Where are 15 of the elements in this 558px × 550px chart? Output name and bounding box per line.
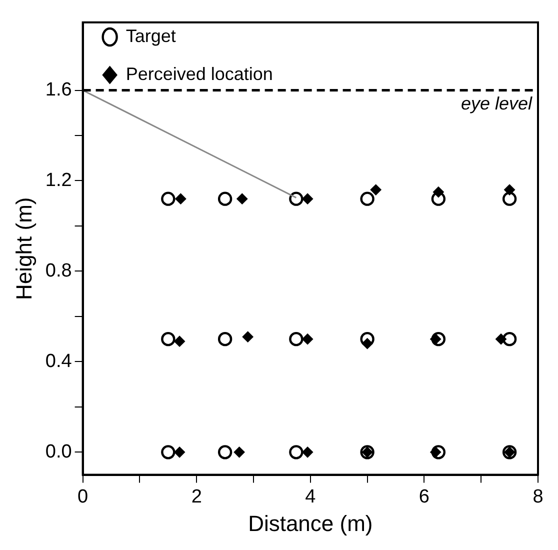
y-axis-title: Height (m)	[11, 197, 36, 300]
y-tick-label: 1.6	[45, 79, 72, 100]
x-tick-label: 2	[191, 486, 202, 508]
legend-label: Target	[126, 26, 176, 46]
y-tick-label: 0.8	[45, 260, 72, 282]
x-tick-label: 8	[532, 486, 544, 508]
x-tick-label: 4	[305, 486, 316, 508]
y-tick-label: 1.2	[45, 170, 72, 191]
x-tick-label: 6	[418, 486, 430, 508]
x-axis-title: Distance (m)	[248, 510, 373, 536]
legend-label: Perceived location	[126, 64, 273, 84]
y-tick-label: 0.4	[45, 350, 72, 372]
x-tick-label: 0	[78, 486, 88, 508]
text: 0.0	[45, 441, 72, 462]
ref-line-label: eye level	[460, 93, 533, 114]
